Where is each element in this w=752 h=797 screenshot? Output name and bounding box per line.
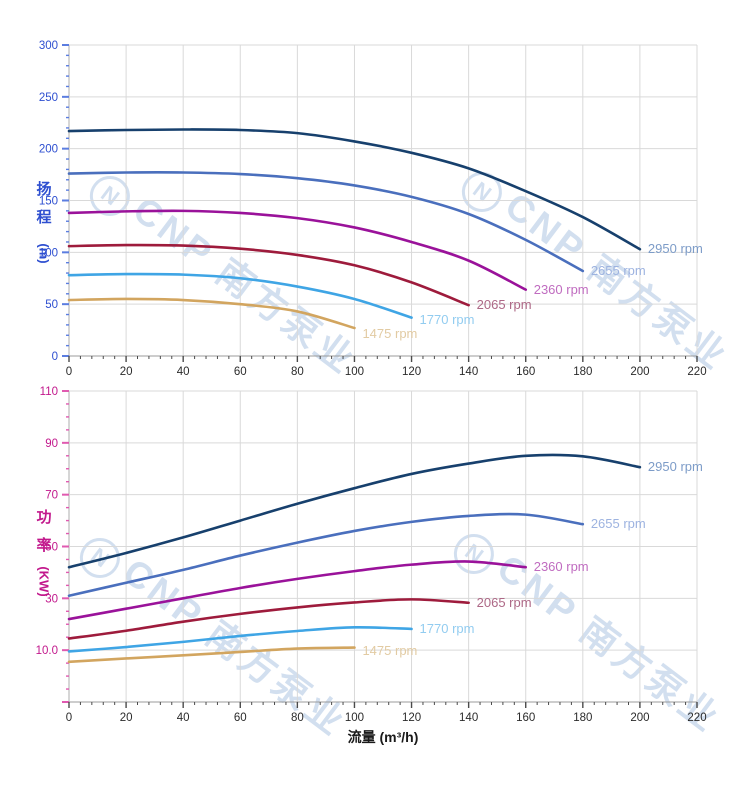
head-x-tick-label: 0: [66, 366, 72, 378]
head-series-label-1475-rpm: 1475 rpm: [362, 326, 418, 341]
power-curve-2655-rpm: [67, 512, 585, 598]
power-curve-2065-rpm: [67, 598, 470, 640]
head-x-tick-label: 40: [177, 366, 190, 378]
power-x-tick-label: 180: [573, 712, 592, 724]
power-x-tick-label: 40: [177, 712, 190, 724]
head-series-label-2360-rpm: 2360 rpm: [533, 281, 589, 297]
head-series-label-2655-rpm: 2655 rpm: [590, 262, 646, 278]
head-curve-2655-rpm: [67, 171, 585, 273]
power-x-tick-label: 20: [120, 712, 133, 724]
head-y-tick-label: 200: [39, 144, 58, 156]
head-series-label-2950-rpm: 2950 rpm: [647, 241, 703, 257]
power-x-tick-label: 60: [234, 712, 247, 724]
power-curve-2950-rpm: [67, 453, 642, 569]
power-curve-1770-rpm: [67, 626, 413, 653]
head-x-tick-label: 220: [687, 366, 706, 378]
power-series-label-2360-rpm: 2360 rpm: [533, 559, 589, 575]
power-x-tick-label: 0: [66, 712, 72, 724]
flow-axis-title: 流量 (m³/h): [347, 729, 419, 745]
power-y-tick-label: 90: [45, 438, 58, 450]
power-x-tick-label: 80: [291, 712, 304, 724]
power-axis-title: 功率 (KW): [26, 504, 62, 597]
head-x-tick-label: 140: [459, 366, 478, 378]
head-curve-2950-rpm: [67, 128, 642, 251]
power-y-tick-label: 30: [45, 593, 58, 605]
power-x-tick-label: 120: [402, 712, 421, 724]
head-series-label-1770-rpm: 1770 rpm: [419, 311, 475, 327]
power-axis-unit: (KW): [36, 566, 52, 597]
power-series-label-2655-rpm: 2655 rpm: [590, 516, 646, 532]
head-axis-unit: (m): [36, 243, 52, 264]
head-x-tick-label: 100: [345, 366, 364, 378]
power-x-tick-label: 220: [687, 712, 706, 724]
head-series-label-2065-rpm: 2065 rpm: [476, 297, 532, 313]
head-x-tick-label: 160: [516, 366, 535, 378]
head-axis-title: 扬程 (m): [26, 176, 62, 264]
power-axis-title-text: 功率: [36, 509, 52, 554]
head-x-tick-label: 60: [234, 366, 247, 378]
power-y-tick-label: 110: [40, 386, 58, 398]
power-y-tick-label: 70: [45, 490, 58, 502]
power-curve-1475-rpm: [67, 646, 356, 664]
head-curve-1770-rpm: [67, 272, 413, 319]
head-x-tick-label: 200: [630, 366, 649, 378]
power-x-tick-label: 100: [345, 712, 364, 724]
head-y-tick-label: 100: [39, 247, 58, 259]
head-x-tick-label: 120: [402, 366, 421, 378]
power-series-label-1475-rpm: 1475 rpm: [362, 642, 418, 658]
power-y-tick-label: 10.0: [36, 645, 58, 657]
head-y-tick-label: 50: [45, 299, 58, 311]
power-series-label-2950-rpm: 2950 rpm: [647, 459, 703, 475]
head-curve-2065-rpm: [67, 243, 470, 307]
head-x-tick-label: 20: [120, 366, 133, 378]
head-curve-2360-rpm: [67, 209, 528, 291]
power-curve-2360-rpm: [67, 560, 528, 621]
head-y-tick-label: 150: [39, 196, 58, 208]
power-x-tick-label: 140: [459, 712, 478, 724]
power-y-tick-label: 50: [45, 542, 58, 554]
power-x-tick-label: 160: [516, 712, 535, 724]
head-axis-title-text: 扬程: [36, 181, 52, 226]
power-series-label-1770-rpm: 1770 rpm: [419, 620, 475, 636]
head-y-tick-label: 0: [52, 351, 58, 363]
head-y-tick-label: 300: [39, 40, 58, 52]
power-x-tick-label: 200: [630, 712, 649, 724]
power-series-label-2065-rpm: 2065 rpm: [476, 594, 532, 610]
head-x-tick-label: 180: [573, 366, 592, 378]
head-x-tick-label: 80: [291, 366, 304, 378]
head-y-tick-label: 250: [39, 92, 58, 104]
head-curve-1475-rpm: [67, 297, 356, 330]
